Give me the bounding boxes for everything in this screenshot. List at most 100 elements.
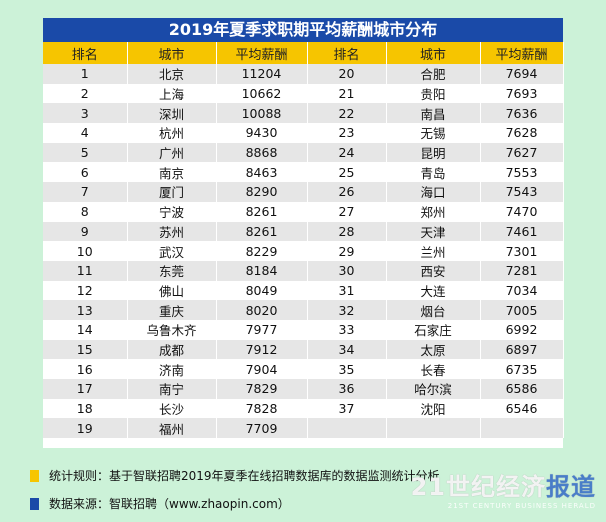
right-salary-cell: 7470 [480, 201, 564, 222]
right-city-cell: 太原 [386, 339, 481, 360]
table-row: 11 东莞 8184 30 西安 7281 [43, 260, 564, 281]
left-salary-cell: 8290 [216, 182, 308, 202]
right-salary-cell: 7281 [480, 260, 564, 281]
table-row: 8 宁波 8261 27 郑州 7470 [43, 201, 564, 222]
right-salary-cell: 6735 [480, 359, 564, 379]
right-rank-cell: 37 [307, 398, 387, 419]
right-city-cell: 兰州 [386, 241, 481, 261]
left-city-cell: 福州 [127, 418, 217, 439]
left-salary-cell: 8184 [216, 260, 308, 281]
left-rank-cell: 11 [43, 260, 128, 281]
left-salary-cell: 8229 [216, 241, 308, 261]
right-city-cell [386, 418, 481, 439]
right-rank-cell: 36 [307, 379, 387, 399]
table-header-row: 排名 城市 平均薪酬 排名 城市 平均薪酬 [43, 42, 564, 64]
table-row: 18 长沙 7828 37 沈阳 6546 [43, 398, 564, 419]
right-rank-cell: 23 [307, 123, 387, 143]
right-rank-cell: 26 [307, 182, 387, 202]
right-salary-cell [480, 418, 564, 439]
left-salary-cell: 8049 [216, 280, 308, 301]
left-rank-cell: 19 [43, 418, 128, 439]
right-salary-cell: 6992 [480, 319, 564, 340]
left-city-cell: 杭州 [127, 123, 217, 143]
left-rank-cell: 17 [43, 379, 128, 399]
header-salary-right: 平均薪酬 [480, 42, 564, 64]
notes: 统计规则：基于智联招聘2019年夏季在线招聘数据库的数据监测统计分析 数据来源：… [30, 465, 440, 521]
left-city-cell: 南宁 [127, 379, 217, 399]
watermark-sub: 21ST CENTURY BUSINESS HERALD [447, 502, 596, 510]
right-rank-cell: 25 [307, 162, 387, 183]
right-salary-cell: 7301 [480, 241, 564, 261]
right-city-cell: 沈阳 [386, 398, 481, 419]
left-rank-cell: 12 [43, 280, 128, 301]
left-city-cell: 苏州 [127, 221, 217, 242]
left-rank-cell: 8 [43, 201, 128, 222]
table-row: 7 厦门 8290 26 海口 7543 [43, 182, 564, 202]
table-row: 10 武汉 8229 29 兰州 7301 [43, 241, 564, 261]
note-rule-text: 统计规则：基于智联招聘2019年夏季在线招聘数据库的数据监测统计分析 [49, 469, 440, 483]
left-rank-cell: 18 [43, 398, 128, 419]
table-row: 13 重庆 8020 32 烟台 7005 [43, 300, 564, 320]
right-rank-cell: 35 [307, 359, 387, 379]
salary-table: 排名 城市 平均薪酬 排名 城市 平均薪酬 1 北京 11204 20 合肥 7694 2 上… [43, 42, 564, 439]
header-city-right: 城市 [386, 42, 481, 64]
left-salary-cell: 9430 [216, 123, 308, 143]
right-salary-cell: 7627 [480, 142, 564, 163]
left-salary-cell: 7912 [216, 339, 308, 360]
left-salary-cell: 7977 [216, 319, 308, 340]
left-city-cell: 长沙 [127, 398, 217, 419]
page-title: 2019年夏季求职期平均薪酬城市分布 [43, 18, 563, 42]
right-city-cell: 贵阳 [386, 83, 481, 104]
table-row: 9 苏州 8261 28 天津 7461 [43, 221, 564, 242]
right-salary-cell: 7461 [480, 221, 564, 242]
note-marker-blue [30, 498, 39, 510]
table-row: 19 福州 7709 [43, 418, 564, 439]
left-rank-cell: 15 [43, 339, 128, 360]
left-rank-cell: 14 [43, 319, 128, 340]
right-salary-cell: 6586 [480, 379, 564, 399]
table-row: 16 济南 7904 35 长春 6735 [43, 359, 564, 379]
left-city-cell: 武汉 [127, 241, 217, 261]
table-row: 3 深圳 10088 22 南昌 7636 [43, 103, 564, 124]
right-salary-cell: 7693 [480, 83, 564, 104]
note-rule: 统计规则：基于智联招聘2019年夏季在线招聘数据库的数据监测统计分析 [30, 465, 440, 487]
right-city-cell: 大连 [386, 280, 481, 301]
left-city-cell: 厦门 [127, 182, 217, 202]
watermark-logo: 21世纪经济报道 21ST CENTURY BUSINESS HERALD [411, 467, 596, 510]
note-source: 数据来源：智联招聘（www.zhaopin.com） [30, 493, 440, 515]
left-rank-cell: 4 [43, 123, 128, 143]
table-row: 1 北京 11204 20 合肥 7694 [43, 64, 564, 84]
right-city-cell: 哈尔滨 [386, 379, 481, 399]
left-city-cell: 深圳 [127, 103, 217, 124]
header-salary-left: 平均薪酬 [216, 42, 308, 64]
left-salary-cell: 8868 [216, 142, 308, 163]
left-rank-cell: 16 [43, 359, 128, 379]
left-salary-cell: 10088 [216, 103, 308, 124]
left-salary-cell: 8020 [216, 300, 308, 320]
left-rank-cell: 7 [43, 182, 128, 202]
note-source-text: 数据来源：智联招聘（www.zhaopin.com） [49, 497, 290, 511]
left-city-cell: 南京 [127, 162, 217, 183]
right-city-cell: 天津 [386, 221, 481, 242]
right-salary-cell: 7553 [480, 162, 564, 183]
right-rank-cell: 22 [307, 103, 387, 124]
left-rank-cell: 1 [43, 64, 128, 84]
left-city-cell: 上海 [127, 83, 217, 104]
right-salary-cell: 7005 [480, 300, 564, 320]
left-salary-cell: 8261 [216, 201, 308, 222]
right-rank-cell [307, 418, 387, 439]
header-city-left: 城市 [127, 42, 217, 64]
table-row: 5 广州 8868 24 昆明 7627 [43, 142, 564, 163]
right-rank-cell: 27 [307, 201, 387, 222]
header-rank-left: 排名 [43, 42, 128, 64]
right-rank-cell: 33 [307, 319, 387, 340]
left-rank-cell: 6 [43, 162, 128, 183]
left-salary-cell: 7709 [216, 418, 308, 439]
left-city-cell: 佛山 [127, 280, 217, 301]
left-rank-cell: 10 [43, 241, 128, 261]
right-city-cell: 昆明 [386, 142, 481, 163]
table-row: 12 佛山 8049 31 大连 7034 [43, 280, 564, 301]
right-salary-cell: 7694 [480, 64, 564, 84]
left-rank-cell: 13 [43, 300, 128, 320]
left-rank-cell: 5 [43, 142, 128, 163]
